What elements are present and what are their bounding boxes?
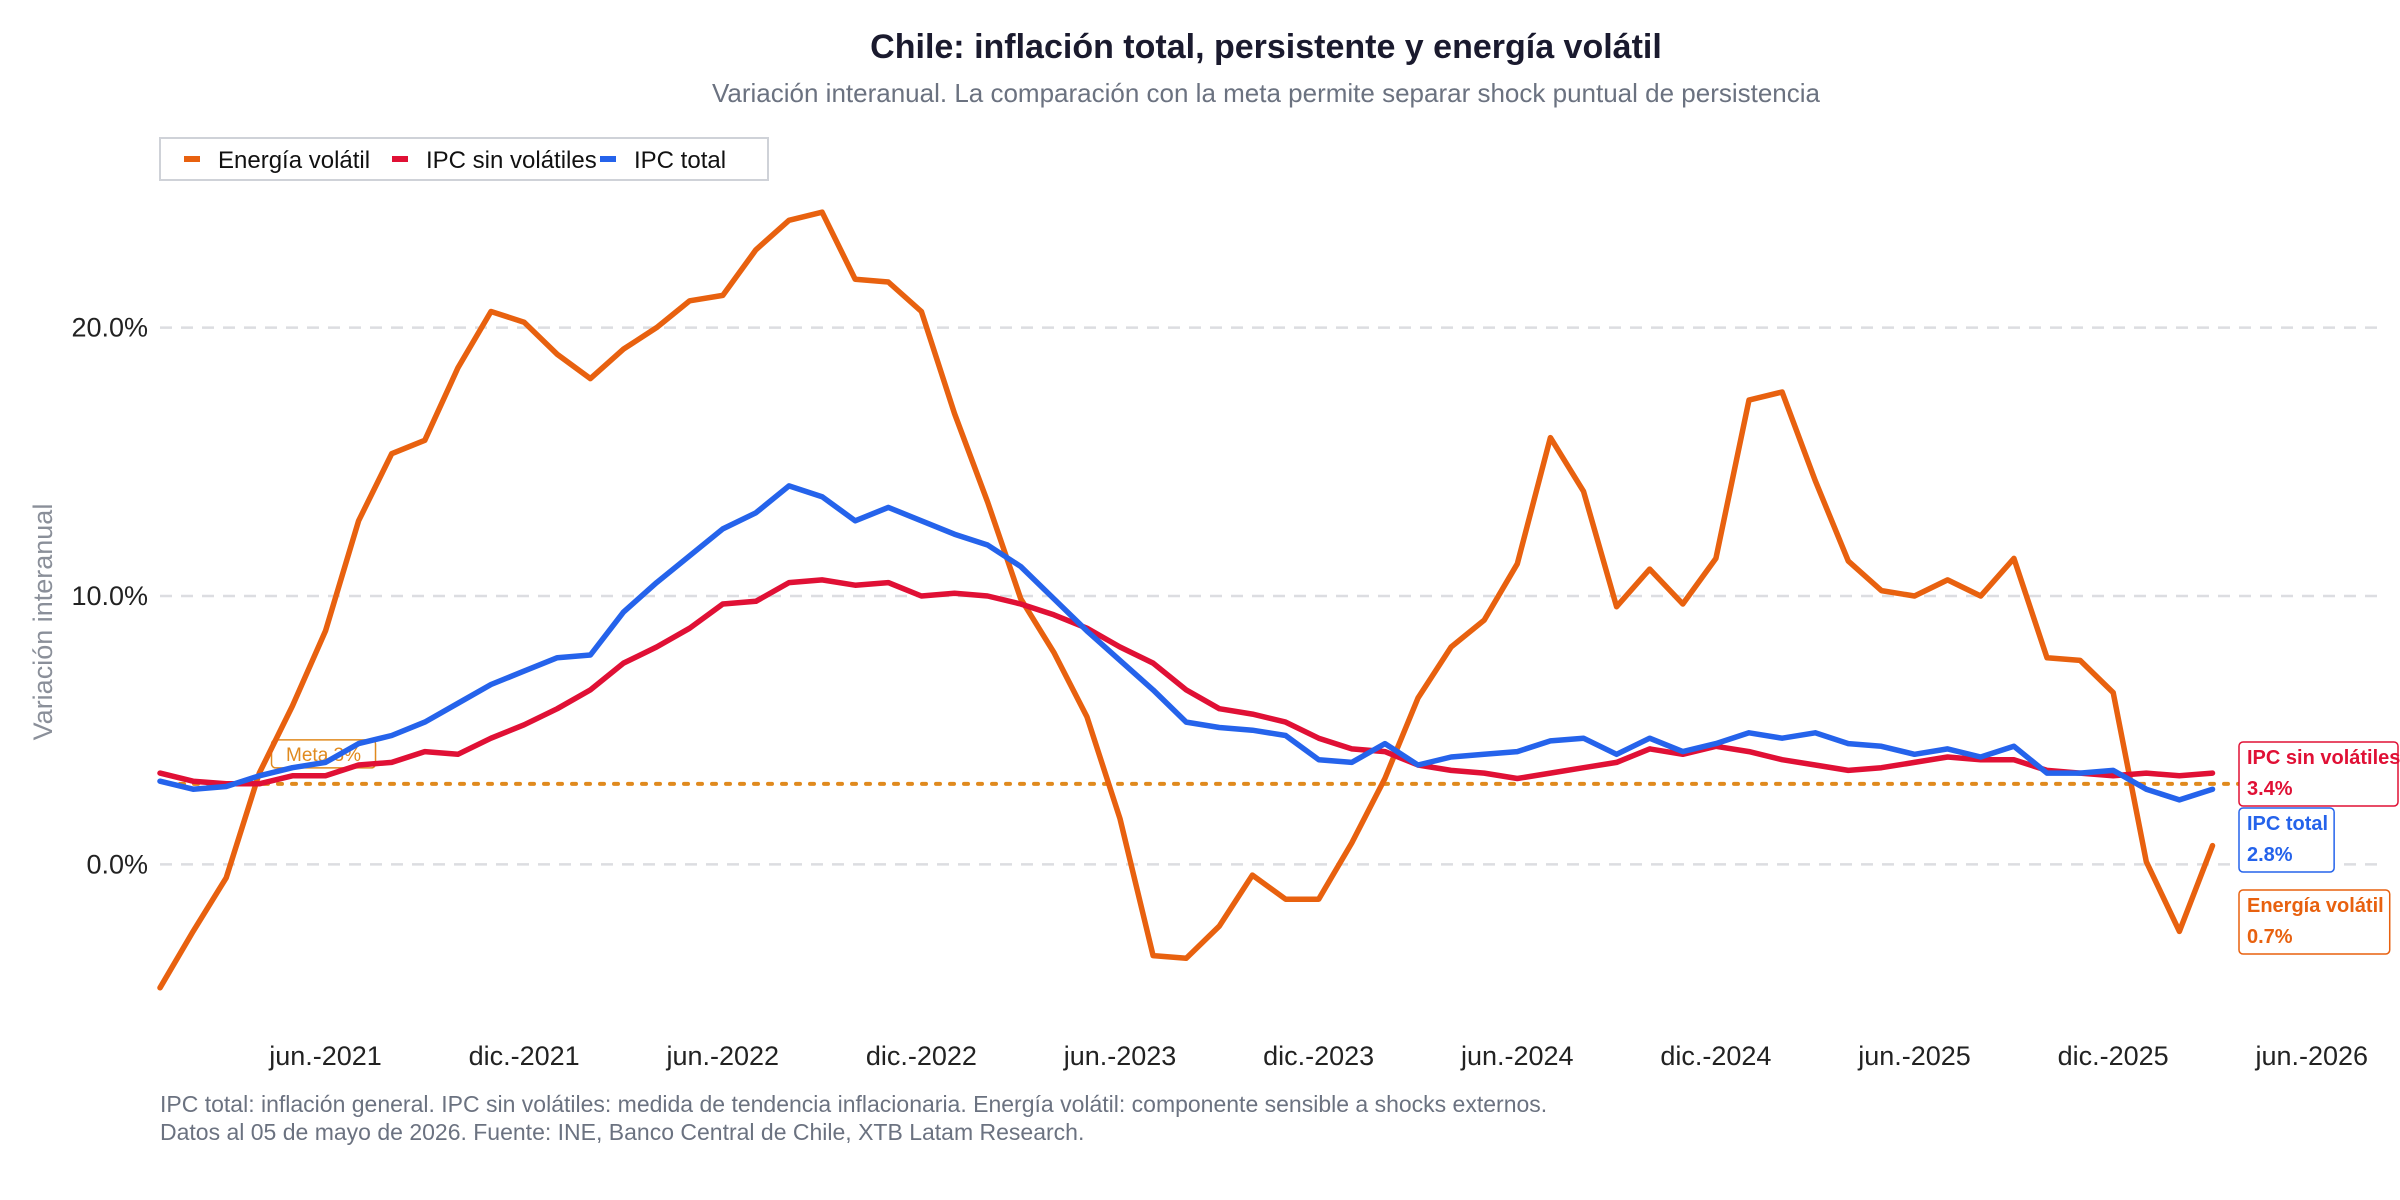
x-axis-ticks: jun.-2021 dic.-2021 jun.-2022 dic.-2022 jun.…: [268, 1041, 2368, 1071]
x-tick-label: jun.-2021: [268, 1041, 382, 1071]
end-labels: IPC sin volátiles 3.4% IPC total 2.8% Energí…: [2238, 741, 2400, 955]
x-tick-label: jun.-2024: [1460, 1041, 1574, 1071]
end-label-box: [2238, 741, 2399, 807]
footnote-2: Datos al 05 de mayo de 2026. Fuente: INE…: [160, 1119, 1084, 1145]
end-label-name: IPC sin volátiles: [2247, 747, 2400, 769]
end-label-box: [2238, 807, 2335, 873]
x-tick-label: jun.-2026: [2254, 1041, 2368, 1071]
legend-entry-ipc-sin-volatiles: IPC sin volátiles: [426, 147, 597, 174]
end-label-ipc-sin-volatiles: IPC sin volátiles 3.4%: [2238, 741, 2400, 807]
y-axis-label: Variación interanual: [28, 504, 58, 741]
end-label-name: Energía volátil: [2247, 895, 2384, 917]
end-label-value: 0.7%: [2247, 926, 2293, 948]
series-line-ipc-total: [157, 483, 2216, 803]
legend: Energía volátil IPC sin volátiles IPC tota…: [159, 137, 769, 181]
x-tick-label: dic.-2023: [1263, 1041, 1374, 1071]
footnote-1: IPC total: inflación general. IPC sin vo…: [160, 1091, 1547, 1117]
y-tick-label: 10.0%: [71, 581, 148, 611]
x-tick-label: jun.-2022: [665, 1041, 779, 1071]
legend-entry-energia-volatil: Energía volátil: [218, 147, 370, 174]
legend-box: [159, 137, 769, 181]
end-label-value: 2.8%: [2247, 844, 2293, 866]
x-tick-label: dic.-2021: [469, 1041, 580, 1071]
x-tick-label: dic.-2022: [866, 1041, 977, 1071]
end-label-ipc-total: IPC total 2.8%: [2238, 807, 2335, 873]
x-tick-label: jun.-2023: [1063, 1041, 1177, 1071]
series-line-ipc-sin-volatiles: [157, 577, 2216, 787]
reference-line: Meta 3%: [178, 739, 2380, 786]
y-axis-ticks: 0.0% 10.0% 20.0%: [71, 313, 148, 880]
end-label-value: 3.4%: [2247, 778, 2293, 800]
chart-subtitle: Variación interanual. La comparación con…: [712, 78, 1821, 108]
series-lines: [157, 209, 2216, 991]
grid: [160, 326, 2378, 866]
series-line-energia-volatil: [157, 209, 2216, 991]
x-tick-label: dic.-2025: [2058, 1041, 2169, 1071]
end-label-box: [2238, 889, 2391, 955]
y-tick-label: 20.0%: [71, 313, 148, 343]
x-tick-label: dic.-2024: [1660, 1041, 1771, 1071]
chart-title: Chile: inflación total, persistente y en…: [870, 28, 1662, 66]
end-label-name: IPC total: [2247, 813, 2328, 835]
legend-entry-ipc-total: IPC total: [634, 147, 726, 174]
end-label-energia-volatil: Energía volátil 0.7%: [2238, 889, 2391, 955]
x-tick-label: jun.-2025: [1857, 1041, 1971, 1071]
y-tick-label: 0.0%: [86, 849, 148, 879]
